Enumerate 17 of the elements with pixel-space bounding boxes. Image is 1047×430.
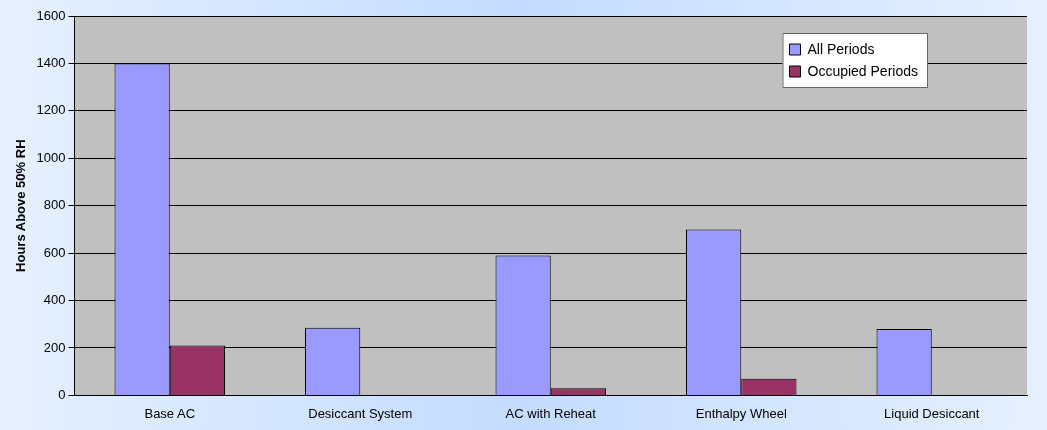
y-tick-label: 1600	[36, 7, 66, 23]
y-tick-label: 0	[58, 386, 66, 402]
y-tick-label: 1400	[36, 55, 66, 70]
x-tick-label: Liquid Desiccant	[884, 405, 980, 421]
y-axis-title: Hours Above 50% RH	[13, 139, 29, 272]
y-tick-label: 1200	[36, 102, 66, 118]
x-tick-label: Base AC	[144, 405, 196, 421]
legend-label: All Periods	[807, 40, 875, 57]
x-tick-label: Desiccant System	[308, 405, 413, 421]
legend-label: Occupied Periods	[807, 62, 919, 79]
x-tick-label: Enthalpy Wheel	[695, 405, 787, 421]
x-tick-label: AC with Reheat	[505, 405, 597, 421]
y-tick-label: 800	[43, 197, 66, 213]
y-tick-label: 200	[43, 339, 66, 355]
y-tick-label: 1000	[36, 149, 66, 165]
y-tick-label: 600	[43, 244, 66, 260]
y-tick-label: 400	[43, 292, 66, 308]
